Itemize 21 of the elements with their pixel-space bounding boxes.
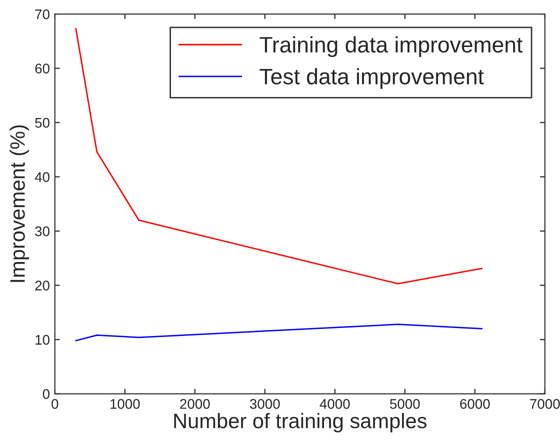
y-axis-title: Improvement (%) <box>10 125 30 282</box>
legend-label: Test data improvement <box>260 68 484 89</box>
y-tick-label: 20 <box>35 280 50 290</box>
x-tick-label: 4000 <box>320 399 350 409</box>
y-tick-label: 0 <box>42 389 50 399</box>
y-tick-label: 10 <box>36 334 50 345</box>
x-tick-label: 0 <box>52 399 58 409</box>
x-tick-label: 6000 <box>460 399 490 409</box>
y-tick-label: 60 <box>35 64 50 74</box>
x-tick-label: 1000 <box>110 399 140 409</box>
x-tick-label: 3000 <box>250 399 280 409</box>
line-series <box>75 324 483 342</box>
y-tick-label: 50 <box>35 118 50 128</box>
x-tick-label: 5000 <box>390 399 420 409</box>
y-tick-label: 40 <box>34 172 50 182</box>
y-tick-label: 70 <box>35 9 50 20</box>
y-tick-label: 30 <box>35 226 50 236</box>
legend-label: Training data improvement <box>260 36 523 58</box>
x-axis-title: Number of training samples <box>174 412 427 432</box>
x-tick-label: 2000 <box>180 399 210 409</box>
x-tick-label: 7000 <box>530 399 560 409</box>
